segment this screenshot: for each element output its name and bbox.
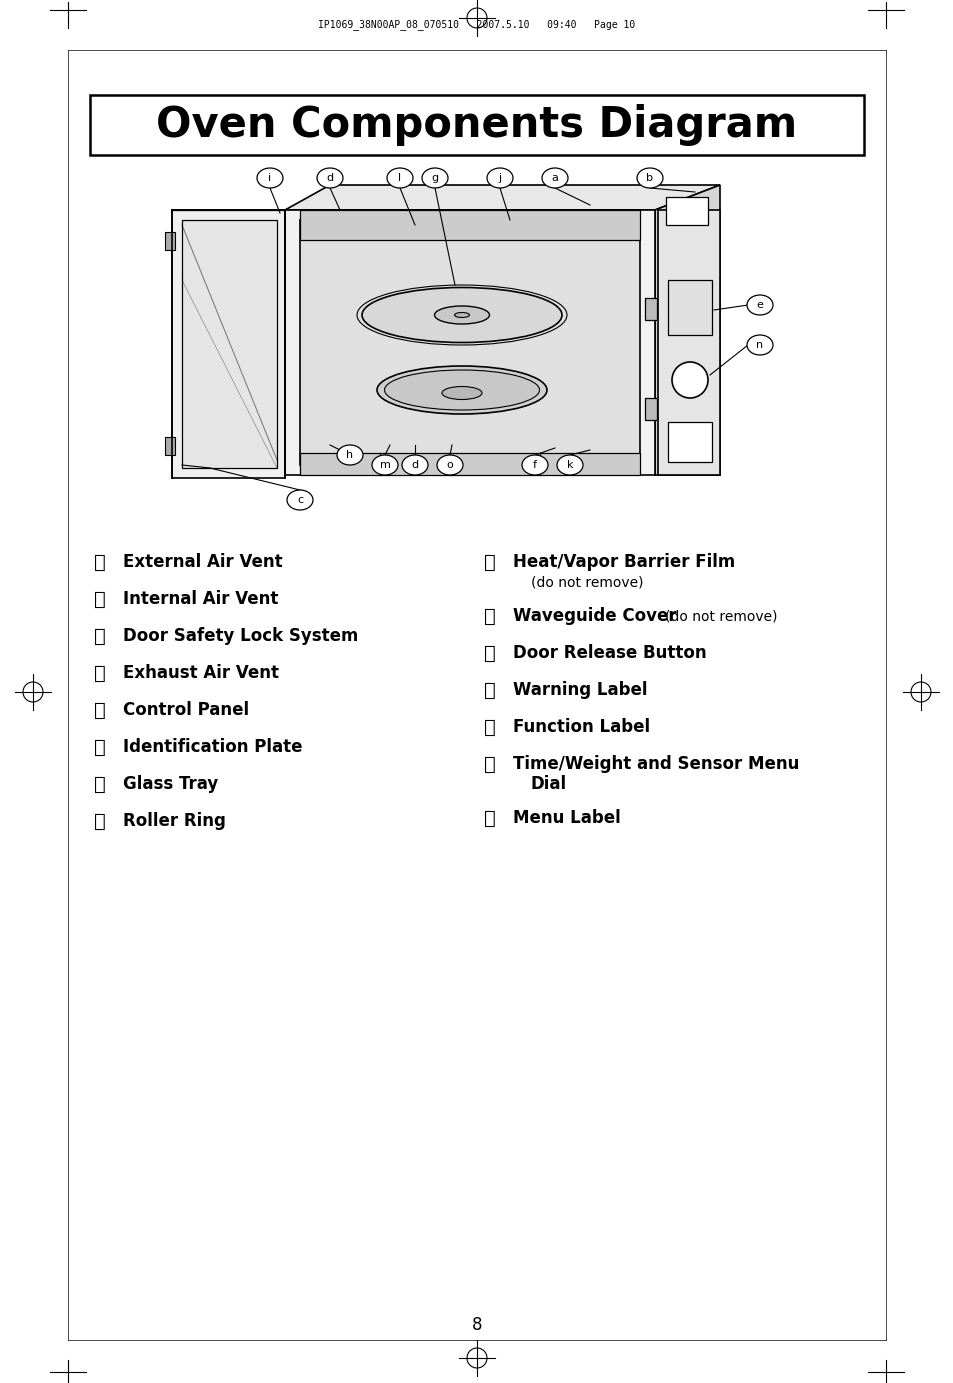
Bar [90, 95, 863, 155]
Text: n: n [756, 340, 762, 350]
Bar [665, 196, 707, 225]
Ellipse shape [401, 455, 428, 474]
Text: ⓝ: ⓝ [483, 755, 496, 773]
Text: 8: 8 [471, 1317, 482, 1335]
Text: Time/Weight and Sensor Menu: Time/Weight and Sensor Menu [513, 755, 799, 773]
Ellipse shape [336, 445, 363, 465]
Polygon shape [285, 185, 720, 210]
Text: j: j [497, 173, 501, 183]
Text: i: i [268, 173, 272, 183]
Ellipse shape [434, 306, 489, 324]
Ellipse shape [746, 335, 772, 355]
Text: Exhaust Air Vent: Exhaust Air Vent [123, 664, 278, 682]
Text: ⓓ: ⓓ [94, 664, 106, 682]
Text: (do not remove): (do not remove) [531, 575, 643, 589]
Bar [165, 232, 174, 250]
Text: ⓜ: ⓜ [483, 718, 496, 737]
Bar [644, 297, 657, 319]
Text: (do not remove): (do not remove) [664, 609, 777, 622]
Text: IP1069_38N00AP_08_070510   2007.5.10   09:40   Page 10: IP1069_38N00AP_08_070510 2007.5.10 09:40… [318, 19, 635, 30]
Polygon shape [655, 185, 720, 474]
Ellipse shape [557, 455, 582, 474]
Ellipse shape [486, 167, 513, 188]
Text: o: o [446, 461, 453, 470]
Text: Control Panel: Control Panel [123, 701, 249, 719]
Ellipse shape [256, 167, 283, 188]
Text: ⓖ: ⓖ [94, 774, 106, 794]
Text: ⓑ: ⓑ [94, 589, 106, 609]
Text: m: m [379, 461, 390, 470]
Text: ⓒ: ⓒ [94, 626, 106, 646]
Text: ⓞ: ⓞ [483, 809, 496, 827]
Text: Heat/Vapor Barrier Film: Heat/Vapor Barrier Film [513, 553, 735, 571]
Bar [667, 279, 711, 335]
Bar [299, 210, 639, 241]
Text: ⓛ: ⓛ [483, 680, 496, 700]
Ellipse shape [454, 313, 469, 318]
Text: ⓗ: ⓗ [94, 812, 106, 831]
Bar [172, 210, 285, 479]
Text: e: e [756, 300, 762, 310]
Text: ⓔ: ⓔ [94, 701, 106, 719]
Text: Dial: Dial [531, 774, 566, 792]
Text: a: a [551, 173, 558, 183]
Text: b: b [646, 173, 653, 183]
Ellipse shape [421, 167, 448, 188]
Bar [285, 210, 655, 474]
Text: External Air Vent: External Air Vent [123, 553, 282, 571]
Text: Function Label: Function Label [513, 718, 649, 736]
Ellipse shape [384, 371, 539, 409]
Ellipse shape [316, 167, 343, 188]
Text: Roller Ring: Roller Ring [123, 812, 226, 830]
Bar [658, 210, 720, 474]
Text: l: l [398, 173, 401, 183]
Text: ⓘ: ⓘ [483, 552, 496, 571]
Ellipse shape [376, 366, 546, 414]
Bar [299, 454, 639, 474]
Ellipse shape [541, 167, 567, 188]
Text: ⓕ: ⓕ [94, 737, 106, 757]
Text: Warning Label: Warning Label [513, 680, 647, 698]
Ellipse shape [441, 386, 481, 400]
Circle shape [671, 362, 707, 398]
Bar [165, 437, 174, 455]
Text: ⓙ: ⓙ [483, 607, 496, 625]
Text: h: h [346, 449, 354, 461]
Bar [299, 220, 639, 465]
Text: Identification Plate: Identification Plate [123, 739, 302, 757]
Ellipse shape [746, 295, 772, 315]
Ellipse shape [637, 167, 662, 188]
Text: d: d [326, 173, 334, 183]
Text: Oven Components Diagram: Oven Components Diagram [156, 104, 797, 147]
Text: f: f [533, 461, 537, 470]
Ellipse shape [372, 455, 397, 474]
Bar [182, 220, 276, 467]
Text: Glass Tray: Glass Tray [123, 774, 218, 792]
Text: ⓐ: ⓐ [94, 552, 106, 571]
Text: Door Safety Lock System: Door Safety Lock System [123, 626, 358, 644]
Ellipse shape [436, 455, 462, 474]
Text: Internal Air Vent: Internal Air Vent [123, 591, 278, 609]
Text: g: g [431, 173, 438, 183]
Bar [667, 422, 711, 462]
Text: c: c [296, 495, 303, 505]
Text: k: k [566, 461, 573, 470]
Ellipse shape [361, 288, 561, 343]
Bar [644, 398, 657, 420]
Ellipse shape [287, 490, 313, 510]
Text: d: d [411, 461, 418, 470]
Text: Menu Label: Menu Label [513, 809, 620, 827]
Ellipse shape [521, 455, 547, 474]
Ellipse shape [387, 167, 413, 188]
Text: ⓚ: ⓚ [483, 643, 496, 662]
Text: Door Release Button: Door Release Button [513, 644, 706, 662]
Text: Waveguide Cover: Waveguide Cover [513, 607, 676, 625]
